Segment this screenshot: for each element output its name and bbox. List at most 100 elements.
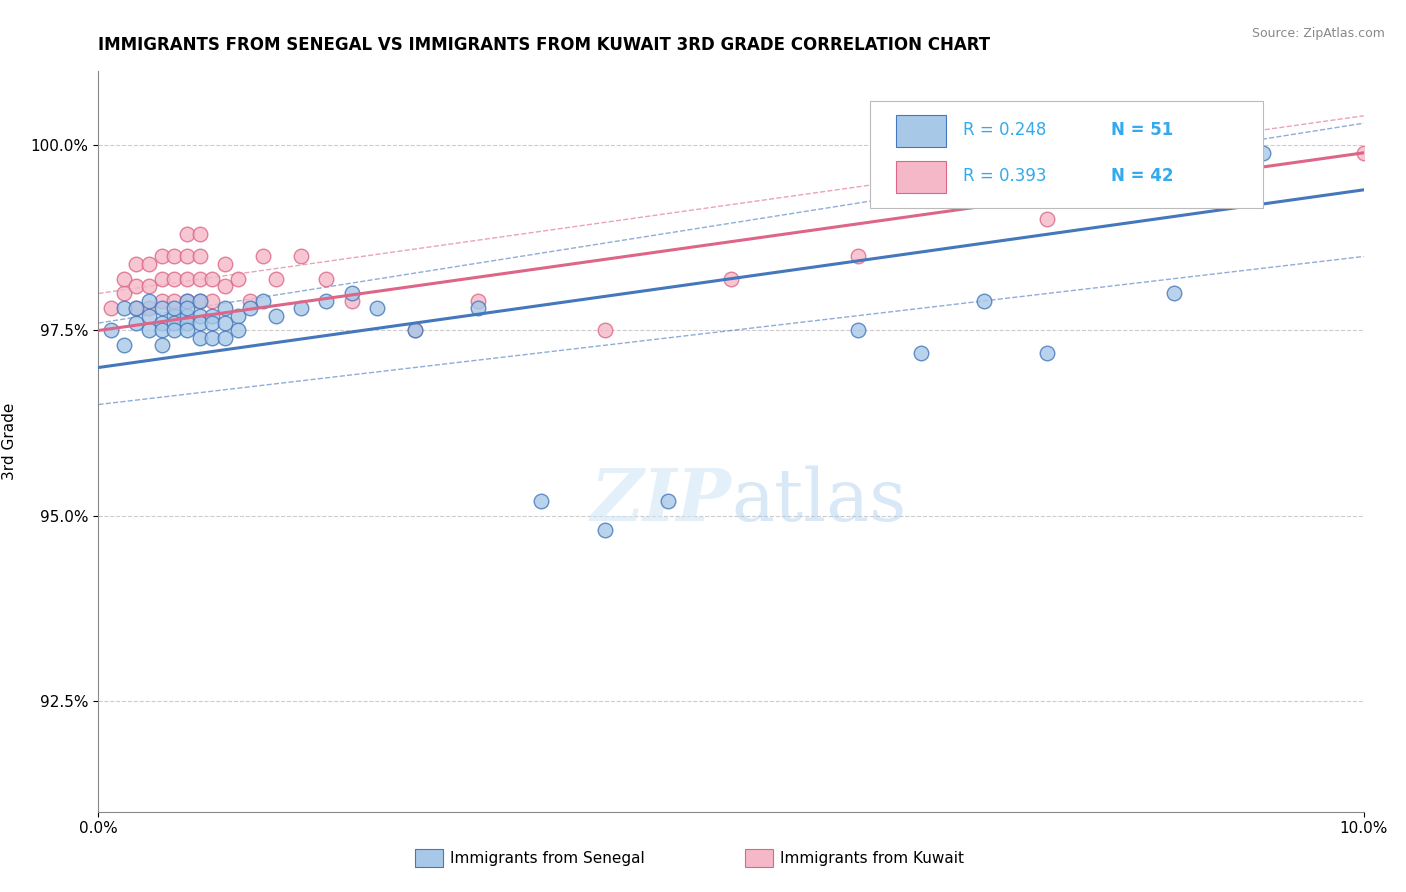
Text: Immigrants from Kuwait: Immigrants from Kuwait xyxy=(780,851,965,865)
Point xyxy=(201,331,224,345)
Point xyxy=(188,271,211,285)
Point xyxy=(100,323,122,337)
FancyBboxPatch shape xyxy=(896,161,946,193)
Point xyxy=(593,323,616,337)
Point xyxy=(252,249,274,263)
Point xyxy=(176,293,198,308)
Text: R = 0.393: R = 0.393 xyxy=(963,167,1046,186)
Point xyxy=(188,249,211,263)
Point xyxy=(176,227,198,242)
Point xyxy=(973,293,995,308)
Point xyxy=(188,293,211,308)
Point xyxy=(214,279,236,293)
Point xyxy=(112,286,135,301)
Point xyxy=(138,257,160,271)
Point xyxy=(163,316,186,330)
Text: atlas: atlas xyxy=(731,466,907,536)
Point xyxy=(150,323,173,337)
Point xyxy=(125,257,148,271)
Point xyxy=(176,301,198,316)
Point xyxy=(239,301,262,316)
Point xyxy=(226,323,249,337)
Point xyxy=(163,293,186,308)
Point xyxy=(163,323,186,337)
Point xyxy=(315,293,337,308)
Point xyxy=(657,493,679,508)
Text: Source: ZipAtlas.com: Source: ZipAtlas.com xyxy=(1251,27,1385,40)
Point xyxy=(176,309,198,323)
Text: R = 0.248: R = 0.248 xyxy=(963,121,1046,139)
Point xyxy=(404,323,426,337)
Point xyxy=(176,271,198,285)
FancyBboxPatch shape xyxy=(870,101,1263,209)
Text: N = 51: N = 51 xyxy=(1111,121,1173,139)
Point xyxy=(340,293,363,308)
Point xyxy=(1251,145,1274,160)
Point xyxy=(125,301,148,316)
Point xyxy=(366,301,388,316)
Point xyxy=(467,301,489,316)
Point xyxy=(201,271,224,285)
Point xyxy=(290,301,312,316)
Point xyxy=(1226,145,1249,160)
Point xyxy=(1036,212,1059,227)
Point xyxy=(150,293,173,308)
Point xyxy=(112,271,135,285)
Point xyxy=(150,271,173,285)
Point xyxy=(315,271,337,285)
Point xyxy=(163,249,186,263)
Point xyxy=(1353,145,1375,160)
Point xyxy=(188,293,211,308)
Point xyxy=(138,301,160,316)
Point xyxy=(188,331,211,345)
Point xyxy=(150,249,173,263)
Y-axis label: 3rd Grade: 3rd Grade xyxy=(1,403,17,480)
FancyBboxPatch shape xyxy=(896,115,946,146)
Point xyxy=(138,279,160,293)
Text: Immigrants from Senegal: Immigrants from Senegal xyxy=(450,851,645,865)
Point xyxy=(125,279,148,293)
Point xyxy=(404,323,426,337)
Point xyxy=(214,316,236,330)
Text: N = 42: N = 42 xyxy=(1111,167,1173,186)
Point xyxy=(201,293,224,308)
Point xyxy=(112,338,135,352)
Point xyxy=(188,227,211,242)
Point xyxy=(150,338,173,352)
Point xyxy=(226,309,249,323)
Point xyxy=(264,271,287,285)
Point xyxy=(125,316,148,330)
Point xyxy=(163,309,186,323)
Point xyxy=(530,493,553,508)
Point xyxy=(846,323,869,337)
Point xyxy=(163,301,186,316)
Point xyxy=(1036,345,1059,359)
Point xyxy=(214,257,236,271)
Point xyxy=(201,316,224,330)
Point xyxy=(214,331,236,345)
Text: ZIP: ZIP xyxy=(591,466,731,536)
Point xyxy=(188,309,211,323)
Point xyxy=(846,249,869,263)
Point xyxy=(176,316,198,330)
Point xyxy=(201,309,224,323)
Point xyxy=(910,345,932,359)
Point xyxy=(176,249,198,263)
Point xyxy=(163,271,186,285)
Point xyxy=(720,271,742,285)
Point xyxy=(112,301,135,316)
Point xyxy=(252,293,274,308)
Point xyxy=(239,293,262,308)
Point xyxy=(150,301,173,316)
Point xyxy=(188,316,211,330)
Point xyxy=(1163,286,1185,301)
Point xyxy=(340,286,363,301)
Point xyxy=(138,309,160,323)
Point xyxy=(176,323,198,337)
Point xyxy=(467,293,489,308)
Point xyxy=(125,301,148,316)
Point xyxy=(226,271,249,285)
Point xyxy=(593,524,616,538)
Point xyxy=(100,301,122,316)
Point xyxy=(214,301,236,316)
